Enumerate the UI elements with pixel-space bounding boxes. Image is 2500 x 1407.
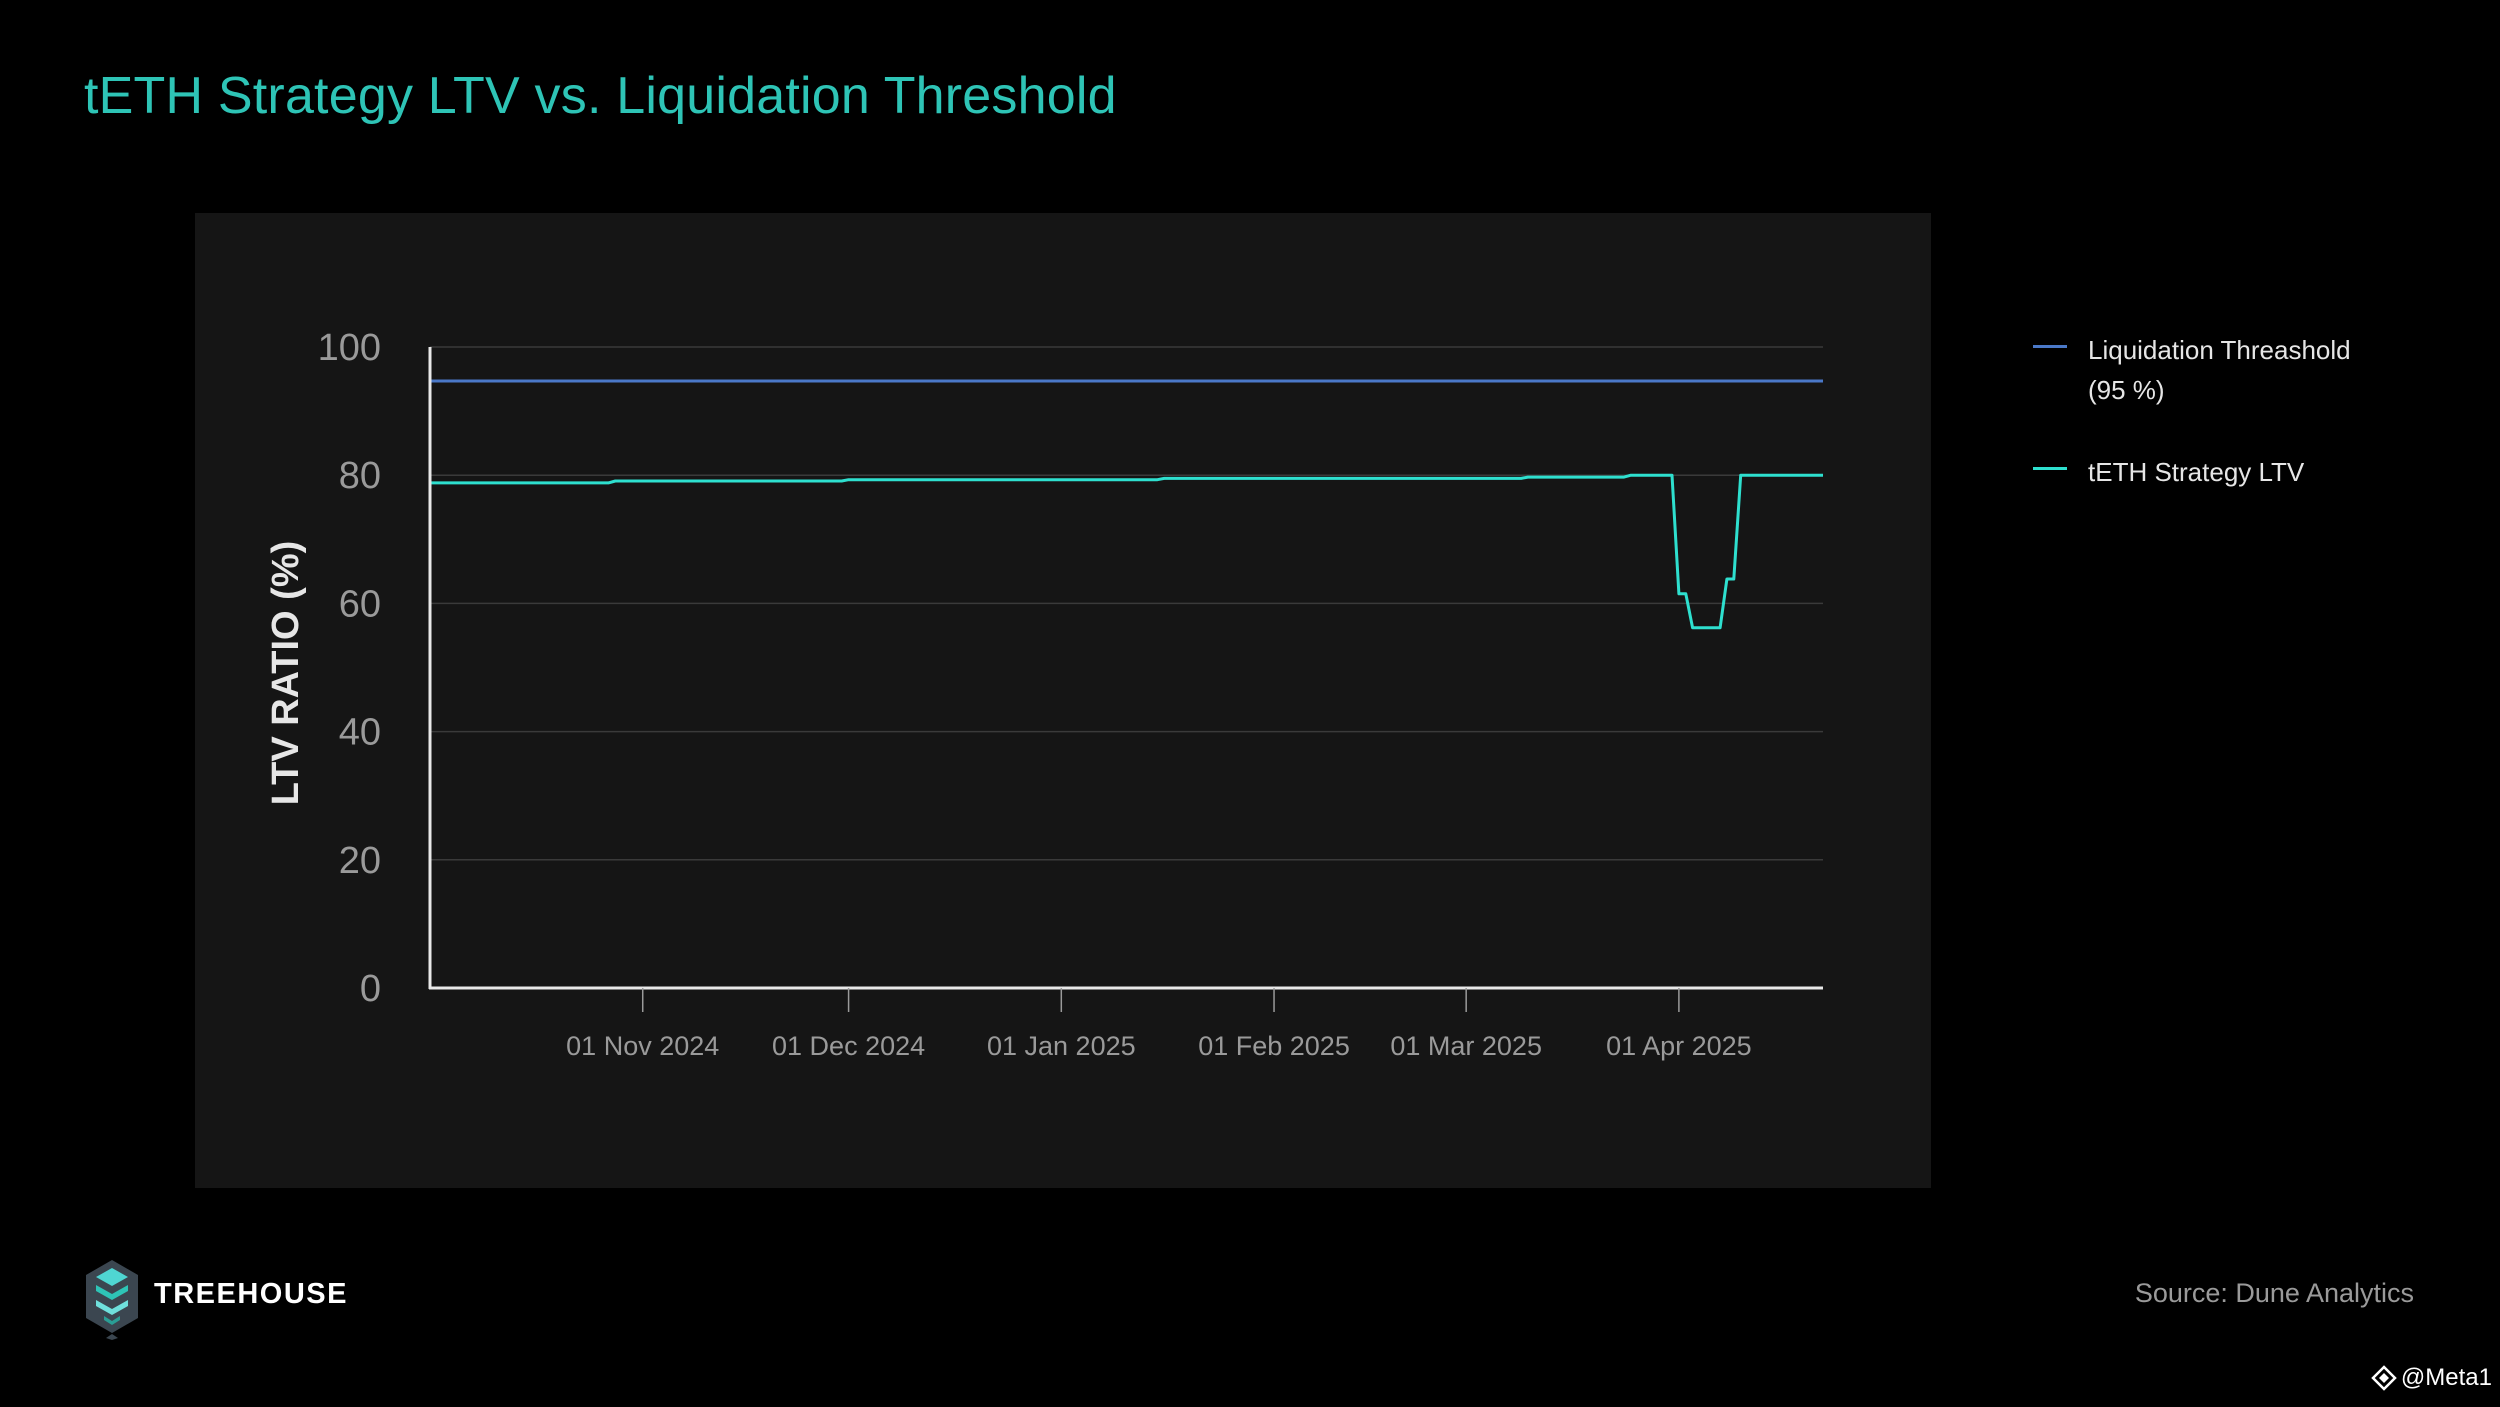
page-title: tETH Strategy LTV vs. Liquidation Thresh… [84,67,1117,125]
label-layer: 0 20 40 60 80 100 01 Nov 2024 01 Dec 2024 01 Jan… [265,327,1752,1061]
legend-label-threshold: Liquidation Threashold (95 %) [2088,330,2433,410]
watermark-text: @Meta1 [2400,1364,2492,1391]
series-line-teth-strategy-ltv [430,473,1823,630]
y-tick-label-100: 100 [318,327,381,369]
y-tick-label-60: 60 [339,583,381,625]
x-tick-label-1: 01 Dec 2024 [772,1031,925,1061]
chart-svg: 0 20 40 60 80 100 01 Nov 2024 01 Dec 2024 01 Jan… [265,327,1823,1061]
grid-layer [430,346,1823,861]
axis-layer [428,347,1823,1012]
watermark-logo-icon [2371,1365,2397,1391]
series-layer [430,379,1823,630]
watermark: @Meta1 [2371,1364,2492,1392]
legend-label-ltv: tETH Strategy LTV [2088,457,2305,487]
source-note: Source: Dune Analytics [2134,1278,2414,1308]
legend-item-ltv[interactable]: tETH Strategy LTV [2033,452,2433,492]
y-tick-label-0: 0 [360,968,381,1010]
y-tick-label-80: 80 [339,455,381,497]
y-axis-title: LTV RATIO (%) [265,541,307,806]
x-tick-label-3: 01 Feb 2025 [1198,1031,1350,1061]
y-tick-label-40: 40 [339,712,381,754]
x-tick-label-2: 01 Jan 2025 [987,1031,1136,1061]
y-tick-label-20: 20 [339,840,381,882]
chart-legend: Liquidation Threashold (95 %) tETH Strat… [2033,330,2433,534]
treehouse-logo-icon [86,1260,138,1340]
chart-panel: 0 20 40 60 80 100 01 Nov 2024 01 Dec 2024 01 Jan… [195,213,1931,1188]
legend-label-threshold-line-2: (95 %) [2088,375,2165,405]
legend-swatch-ltv [2033,467,2067,470]
legend-label-threshold-line-1: Liquidation Threashold [2088,335,2351,365]
x-tick-label-5: 01 Apr 2025 [1606,1031,1752,1061]
x-tick-label-4: 01 Mar 2025 [1390,1031,1542,1061]
brand-name: TREEHOUSE [154,1278,348,1310]
x-tick-label-0: 01 Nov 2024 [566,1031,719,1061]
legend-item-threshold[interactable]: Liquidation Threashold (95 %) [2033,330,2433,410]
legend-swatch-threshold [2033,345,2067,348]
